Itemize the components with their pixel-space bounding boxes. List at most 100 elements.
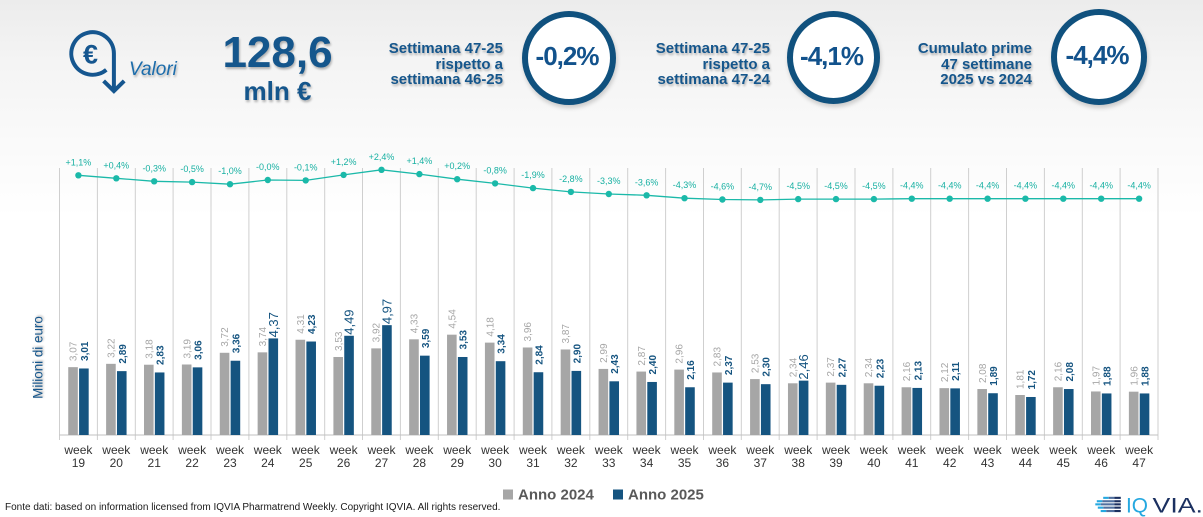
svg-text:43: 43: [981, 456, 995, 470]
svg-text:4,54: 4,54: [447, 309, 458, 329]
svg-text:2,83: 2,83: [156, 345, 167, 365]
svg-text:+1,1%: +1,1%: [66, 157, 92, 167]
svg-text:4,23: 4,23: [307, 314, 318, 334]
svg-text:-0,1%: -0,1%: [294, 162, 318, 172]
svg-text:1,89: 1,89: [989, 366, 1000, 386]
svg-text:+2,4%: +2,4%: [369, 152, 395, 162]
svg-text:week: week: [669, 443, 699, 457]
svg-text:2,16: 2,16: [686, 360, 697, 380]
svg-text:20: 20: [110, 456, 124, 470]
svg-text:Anno 2025: Anno 2025: [628, 487, 704, 504]
svg-text:37: 37: [754, 456, 768, 470]
svg-text:32: 32: [564, 456, 578, 470]
svg-text:week: week: [329, 443, 359, 457]
svg-text:46: 46: [1095, 456, 1109, 470]
svg-text:1,97: 1,97: [1091, 366, 1102, 386]
svg-text:4,37: 4,37: [266, 312, 281, 337]
svg-text:3,18: 3,18: [144, 339, 155, 359]
svg-text:1,88: 1,88: [1141, 366, 1152, 386]
svg-text:week: week: [1010, 443, 1040, 457]
svg-text:week: week: [1086, 443, 1116, 457]
svg-text:-4,4%: -4,4%: [1052, 181, 1076, 191]
svg-text:35: 35: [678, 456, 692, 470]
svg-text:-0,3%: -0,3%: [142, 163, 166, 173]
svg-text:1,72: 1,72: [1027, 370, 1038, 390]
svg-text:+1,4%: +1,4%: [407, 156, 433, 166]
svg-text:38: 38: [792, 456, 806, 470]
svg-text:19: 19: [72, 456, 86, 470]
svg-text:-4,4%: -4,4%: [938, 181, 962, 191]
svg-text:-4,4%: -4,4%: [1089, 181, 1113, 191]
svg-text:3,87: 3,87: [561, 324, 572, 344]
svg-text:22: 22: [185, 456, 199, 470]
svg-text:2,11: 2,11: [951, 362, 962, 381]
svg-text:VIA.: VIA.: [1153, 494, 1203, 517]
svg-text:2,53: 2,53: [750, 353, 761, 373]
svg-text:+0,4%: +0,4%: [103, 160, 129, 170]
svg-text:28: 28: [413, 456, 427, 470]
svg-text:-4,3%: -4,3%: [673, 180, 697, 190]
svg-text:36: 36: [716, 456, 730, 470]
svg-text:2,13: 2,13: [913, 361, 924, 381]
svg-text:week: week: [63, 443, 93, 457]
svg-text:-3,3%: -3,3%: [597, 176, 621, 186]
svg-text:34: 34: [640, 456, 654, 470]
svg-text:3,22: 3,22: [107, 338, 118, 358]
svg-text:3,92: 3,92: [372, 322, 383, 342]
svg-text:33: 33: [602, 456, 616, 470]
svg-text:3,01: 3,01: [80, 341, 91, 361]
svg-text:-4,5%: -4,5%: [862, 181, 886, 191]
svg-text:47: 47: [1132, 456, 1146, 470]
svg-text:24: 24: [261, 456, 275, 470]
svg-text:-4,7%: -4,7%: [749, 182, 773, 192]
svg-text:-4,4%: -4,4%: [1014, 181, 1038, 191]
svg-text:3,72: 3,72: [220, 327, 231, 347]
svg-text:week: week: [1124, 443, 1154, 457]
svg-text:week: week: [442, 443, 472, 457]
svg-text:45: 45: [1057, 456, 1071, 470]
svg-text:29: 29: [451, 456, 465, 470]
svg-text:2,87: 2,87: [637, 346, 648, 366]
svg-text:week: week: [783, 443, 813, 457]
svg-text:-4,4%: -4,4%: [900, 181, 924, 191]
svg-text:3,53: 3,53: [459, 330, 470, 350]
svg-text:week: week: [1048, 443, 1078, 457]
svg-text:week: week: [101, 443, 131, 457]
svg-text:2,34: 2,34: [788, 357, 799, 377]
svg-text:40: 40: [867, 456, 881, 470]
svg-text:week: week: [897, 443, 927, 457]
svg-text:2,08: 2,08: [978, 363, 989, 383]
svg-text:31: 31: [526, 456, 540, 470]
svg-text:21: 21: [148, 456, 162, 470]
svg-text:3,06: 3,06: [194, 340, 205, 360]
svg-text:44: 44: [1019, 456, 1033, 470]
svg-text:-1,9%: -1,9%: [521, 170, 545, 180]
svg-text:4,18: 4,18: [485, 317, 496, 337]
svg-text:week: week: [973, 443, 1003, 457]
svg-text:2,46: 2,46: [796, 354, 811, 379]
svg-text:2,30: 2,30: [762, 357, 773, 377]
svg-text:Anno 2024: Anno 2024: [518, 487, 595, 504]
svg-text:41: 41: [905, 456, 919, 470]
svg-text:-0,5%: -0,5%: [180, 164, 204, 174]
svg-text:1,96: 1,96: [1129, 366, 1140, 386]
svg-text:week: week: [707, 443, 737, 457]
svg-text:2,90: 2,90: [572, 344, 583, 364]
svg-text:3,96: 3,96: [523, 322, 534, 342]
svg-text:week: week: [253, 443, 283, 457]
svg-text:+1,2%: +1,2%: [331, 157, 357, 167]
svg-text:3,34: 3,34: [497, 334, 508, 354]
svg-text:2,16: 2,16: [902, 361, 913, 381]
svg-text:week: week: [821, 443, 851, 457]
svg-text:2,27: 2,27: [837, 357, 848, 377]
svg-text:-3,6%: -3,6%: [635, 177, 659, 187]
svg-text:-4,5%: -4,5%: [786, 181, 810, 191]
svg-text:week: week: [404, 443, 434, 457]
svg-text:week: week: [859, 443, 889, 457]
svg-text:week: week: [556, 443, 586, 457]
svg-text:-0,8%: -0,8%: [483, 165, 507, 175]
svg-text:-4,4%: -4,4%: [976, 181, 1000, 191]
svg-text:26: 26: [337, 456, 351, 470]
svg-text:Milioni di euro: Milioni di euro: [31, 316, 46, 399]
svg-text:IQ: IQ: [1126, 494, 1148, 517]
